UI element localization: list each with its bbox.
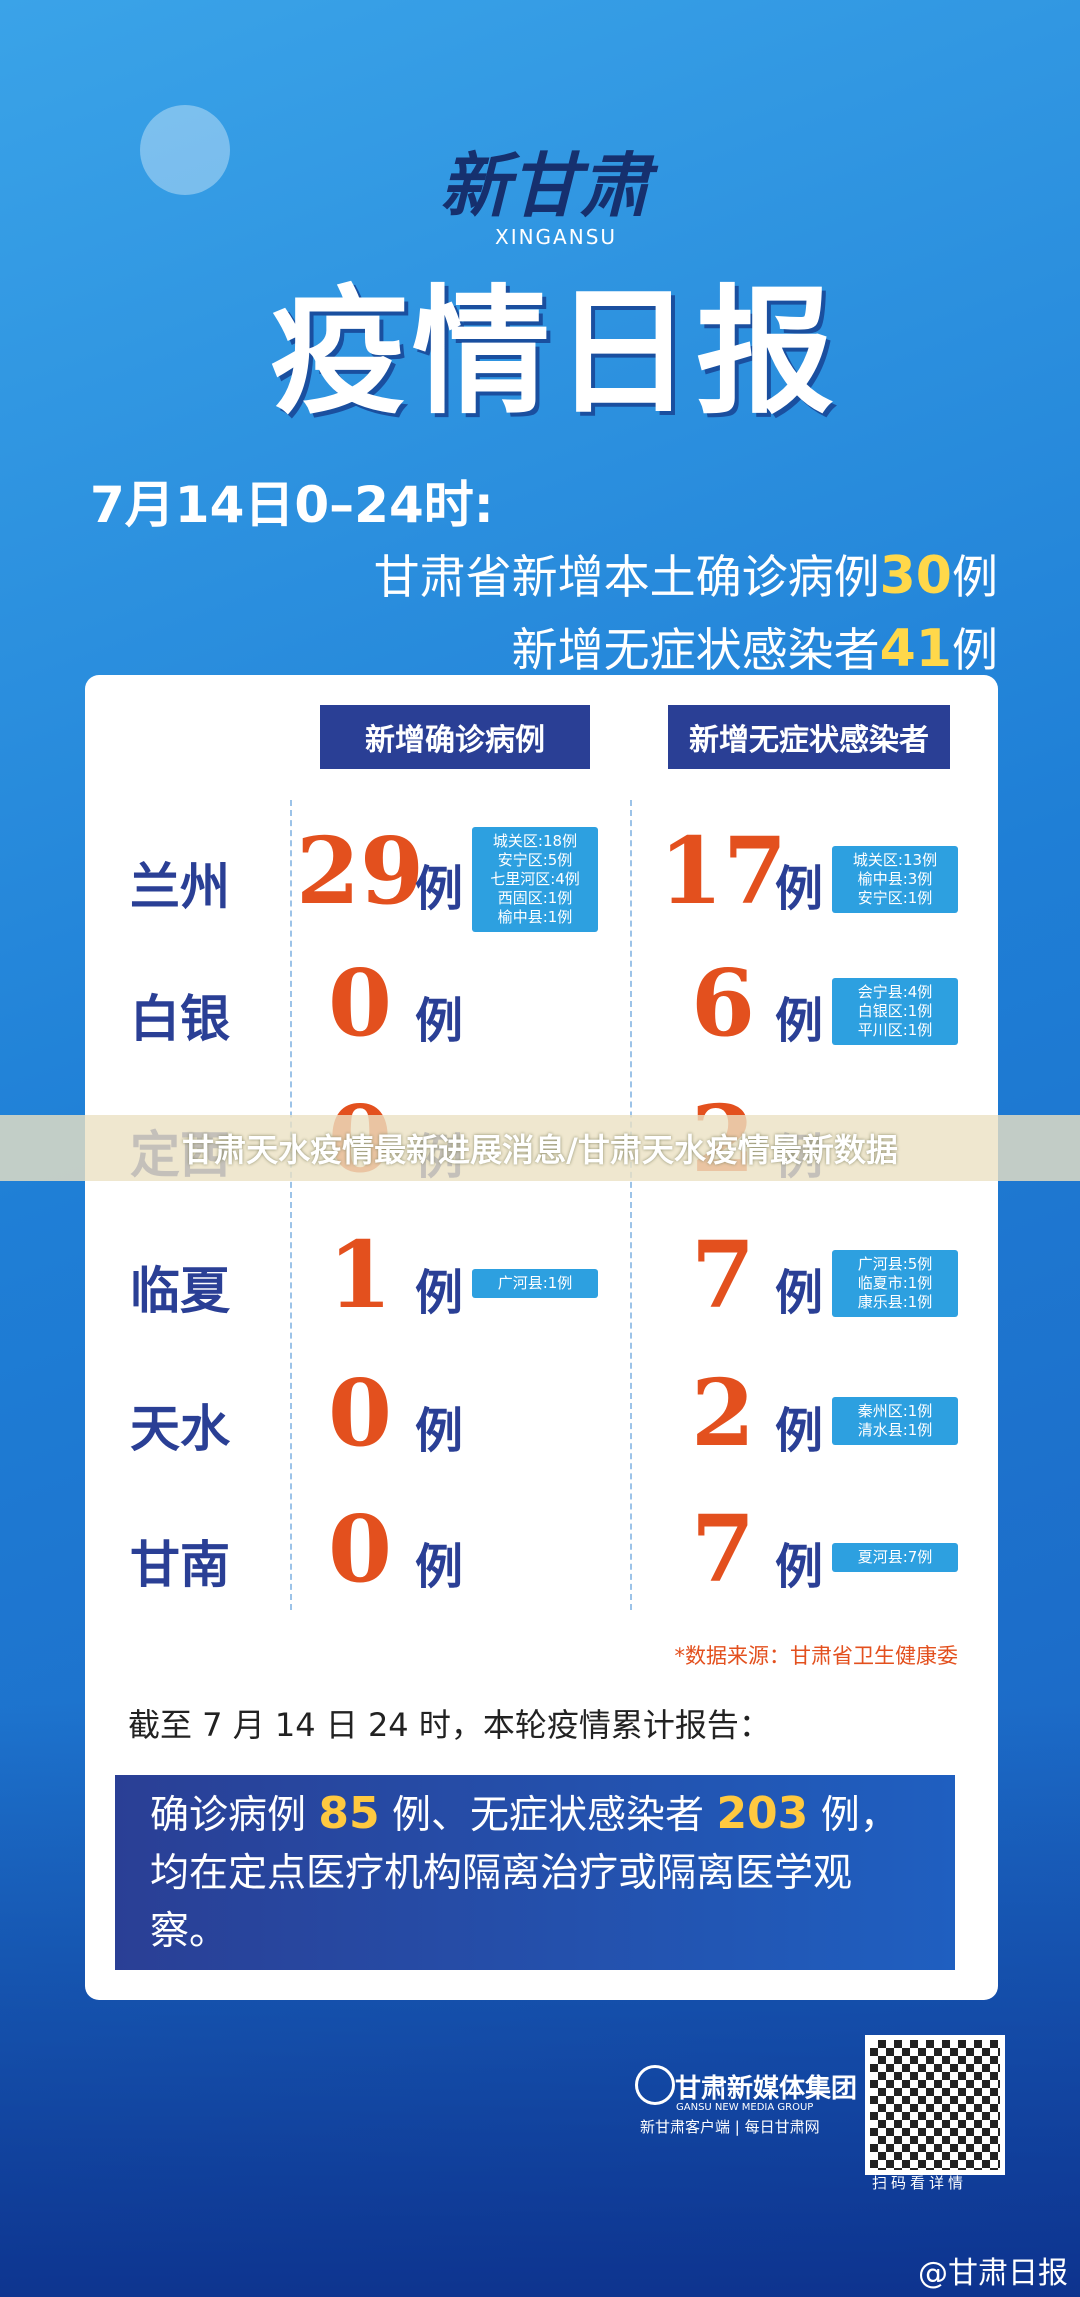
detail-line: 城关区:18例 (492, 831, 578, 850)
city: 天水 (130, 1400, 230, 1458)
detail-box: 秦州区:1例 清水县:1例 (832, 1397, 958, 1445)
detail-box: 城关区:13例 榆中县:3例 安宁区:1例 (832, 845, 958, 913)
detail-line: 安宁区:1例 (857, 888, 933, 907)
unit: 例 (415, 1265, 464, 1321)
column-header: 新增无症状感染者 (668, 705, 950, 769)
summary-number: 30 (879, 546, 952, 606)
detail-line: 广河县:5例 (857, 1254, 933, 1273)
unit: 例 (775, 993, 824, 1049)
unit: 例 (775, 1539, 824, 1595)
detail-box: 城关区:18例 安宁区:5例 七里河区:4例 西固区:1例 榆中县:1例 (472, 826, 598, 932)
unit: 例 (415, 1539, 464, 1595)
asymptomatic-number: 7 (690, 1221, 755, 1329)
detail-line: 榆中县:3例 (857, 869, 933, 888)
column-header: 新增确诊病例 (320, 705, 590, 769)
summary-line: 新增无症状感染者41例 (374, 613, 998, 686)
plus-icon (140, 105, 230, 195)
detail-box: 夏河县:7例 (832, 1542, 958, 1572)
city: 临夏 (130, 1262, 230, 1320)
unit: 例 (415, 861, 464, 917)
summary-line: 甘肃省新增本土确诊病例30例 (374, 540, 998, 613)
detail-line: 会宁县:4例 (857, 982, 933, 1001)
asymptomatic-number: 17 (658, 817, 788, 925)
unit: 例 (415, 993, 464, 1049)
unit: 例 (415, 1403, 464, 1459)
confirmed-number: 0 (327, 949, 392, 1057)
detail-line: 夏河县:7例 (857, 1547, 933, 1566)
cumulative-text-part: 确诊病例 (150, 1792, 319, 1838)
cumulative-text-part: 例、无症状感染者 (379, 1792, 717, 1838)
cumulative-box: 确诊病例 85 例、无症状感染者 203 例，均在定点医疗机构隔离治疗或隔离医学… (115, 1775, 955, 1970)
asymptomatic-number: 2 (690, 1359, 755, 1467)
confirmed-number: 0 (327, 1495, 392, 1603)
detail-line: 秦州区:1例 (857, 1402, 933, 1420)
group-en: GANSU NEW MEDIA GROUP (676, 2102, 814, 2113)
unit: 例 (775, 1403, 824, 1459)
overlay-banner: 甘肃天水疫情最新进展消息/甘肃天水疫情最新数据 (0, 1115, 1080, 1181)
detail-box: 会宁县:4例 白银区:1例 平川区:1例 (832, 977, 958, 1045)
asymptomatic-number: 7 (690, 1495, 755, 1603)
cumulative-number: 85 (318, 1787, 380, 1839)
summary-number: 41 (879, 619, 952, 679)
detail-line: 白银区:1例 (857, 1001, 933, 1020)
divider (630, 800, 632, 1610)
unit: 例 (775, 1265, 824, 1321)
detail-box: 广河县:1例 (472, 1268, 598, 1298)
confirmed-number: 0 (327, 1359, 392, 1467)
summary-text: 新增无症状感染者 (511, 623, 880, 677)
qr-caption: 扫码看详情 (872, 2174, 968, 2192)
asymptomatic-number: 6 (690, 949, 755, 1057)
brand-en: XINGANSU (495, 225, 618, 249)
date: 7月14日0–24时: (90, 476, 494, 534)
detail-line: 平川区:1例 (857, 1020, 933, 1039)
detail-line: 七里河区:4例 (490, 869, 580, 888)
detail-line: 广河县:1例 (497, 1273, 573, 1292)
title: 疫情日报 (270, 272, 839, 433)
confirmed-number: 29 (295, 817, 425, 925)
cumulative-text: 确诊病例 85 例、无症状感染者 203 例，均在定点医疗机构隔离治疗或隔离医学… (150, 1785, 920, 1961)
brand: 新甘肃 (440, 144, 650, 227)
detail-line: 安宁区:5例 (497, 850, 573, 869)
cumulative-number: 203 (716, 1787, 809, 1839)
summary: 甘肃省新增本土确诊病例30例 新增无症状感染者41例 (374, 540, 998, 686)
summary-text: 甘肃省新增本土确诊病例 (373, 550, 880, 604)
channels: 新甘肃客户端 | 每日甘肃网 (640, 2118, 820, 2136)
city: 甘南 (130, 1536, 230, 1594)
detail-line: 康乐县:1例 (857, 1292, 933, 1311)
cumulative-title: 截至 7 月 14 日 24 时，本轮疫情累计报告： (128, 1706, 771, 1744)
detail-box: 广河县:5例 临夏市:1例 康乐县:1例 (832, 1249, 958, 1317)
detail-line: 榆中县:1例 (497, 907, 573, 926)
detail-line: 清水县:1例 (857, 1421, 933, 1439)
detail-line: 城关区:13例 (852, 850, 938, 869)
source: *数据来源：甘肃省卫生健康委 (674, 1644, 959, 1668)
unit: 例 (775, 861, 824, 917)
account: @甘肃日报 (918, 2256, 1068, 2291)
city: 兰州 (130, 858, 230, 916)
divider (290, 800, 292, 1610)
cumulative-text-part: 例，均在定点医疗机构隔离治疗或隔离医学观察。 (150, 1792, 899, 1954)
group-name: 甘肃新媒体集团 (675, 2074, 858, 2104)
detail-line: 西固区:1例 (497, 888, 573, 907)
qr-code (865, 2035, 1005, 2175)
summary-unit: 例 (952, 550, 998, 604)
group-logo (635, 2065, 675, 2105)
summary-unit: 例 (952, 623, 998, 677)
confirmed-number: 1 (327, 1221, 392, 1329)
detail-line: 临夏市:1例 (857, 1273, 933, 1292)
city: 白银 (130, 990, 230, 1048)
